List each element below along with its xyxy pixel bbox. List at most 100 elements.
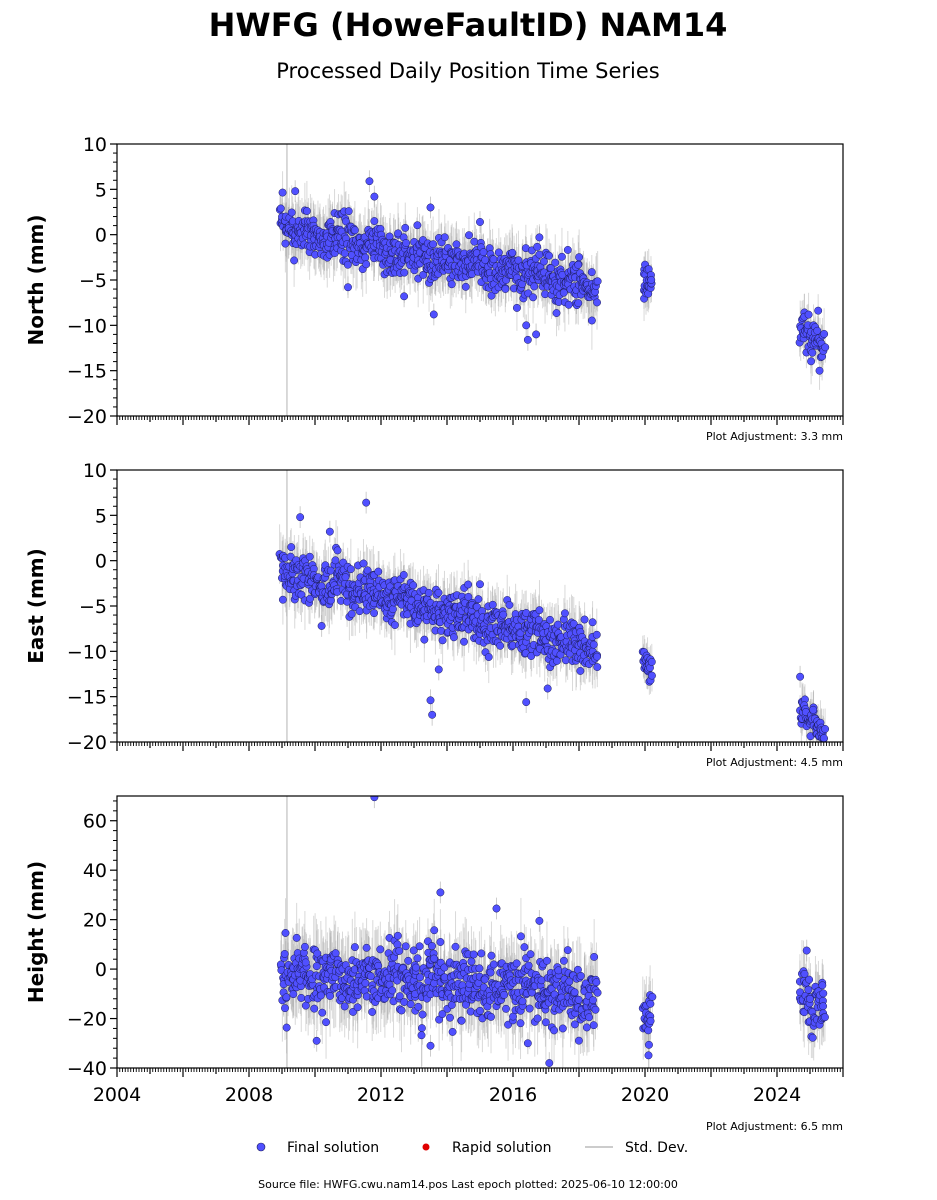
north-point-0-616 [546, 264, 555, 273]
north-point-0-719 [593, 277, 602, 286]
height-point-0-174 [353, 1003, 362, 1012]
height-point-0-126 [331, 949, 340, 958]
north-point-0-705 [587, 316, 596, 325]
north-ytick-label-6: 10 [83, 134, 107, 156]
north-point-0-196 [362, 260, 371, 269]
north-outlier-6 [429, 310, 438, 319]
east-point-0-679 [576, 666, 585, 675]
east-ytick-label-3: −5 [79, 596, 107, 618]
north-outlier-1 [291, 187, 300, 196]
north-point-0-498 [494, 248, 503, 257]
east-point-0-483 [488, 600, 497, 609]
north-outlier-11 [535, 233, 544, 242]
east-point-0-367 [438, 636, 447, 645]
east-point-0-716 [592, 630, 601, 639]
east-point-0-392 [449, 633, 458, 642]
north-point-2-39 [814, 306, 823, 315]
north-point-0-651 [563, 245, 572, 254]
north-point-0-512 [501, 285, 510, 293]
north-point-0-348 [429, 240, 438, 249]
height-point-0-102 [322, 1018, 330, 1027]
east-point-0-644 [561, 609, 569, 618]
north-point-0-590 [535, 250, 544, 259]
height-point-0-146 [340, 1002, 349, 1011]
height-point-0-205 [366, 972, 375, 981]
height-stddev-bars [280, 796, 826, 1068]
height-point-0-13 [281, 929, 290, 937]
north-point-0-31 [290, 256, 299, 265]
height-point-0-271 [395, 946, 404, 955]
east-point-0-130 [333, 546, 342, 555]
east-point-0-181 [355, 607, 364, 616]
east-panel: −20 −15 −10 −5 0 5 10 East (mm) Plot Adjustment:… [24, 460, 844, 769]
east-point-0-281 [399, 570, 408, 579]
east-point-0-126 [331, 556, 340, 565]
east-point-0-415 [460, 637, 468, 646]
north-outlier-10 [476, 218, 484, 226]
north-point-0-1 [276, 204, 285, 213]
east-point-0-718 [593, 663, 602, 671]
east-outlier-7 [543, 684, 552, 693]
north-point-2-37 [813, 326, 822, 335]
east-point-0-339 [424, 588, 433, 597]
height-point-0-86 [313, 949, 322, 958]
height-point-0-77 [310, 1004, 319, 1013]
north-ylabel: North (mm) [24, 214, 48, 345]
north-point-0-707 [587, 268, 596, 277]
north-point-0-283 [401, 223, 410, 232]
east-outlier-3 [426, 696, 435, 705]
north-point-2-26 [807, 357, 816, 366]
north-point-0-426 [465, 231, 473, 240]
east-point-1-24 [647, 657, 656, 666]
north-point-1-24 [647, 276, 656, 284]
east-point-0-114 [326, 596, 335, 605]
east-point-0-587 [535, 606, 544, 615]
north-point-0-194 [361, 253, 370, 262]
north-point-0-645 [559, 288, 568, 297]
east-point-2-54 [819, 734, 828, 742]
east-ytick-label-0: −20 [67, 732, 107, 754]
east-point-0-475 [484, 653, 493, 661]
north-point-0-718 [593, 298, 601, 307]
east-point-0-520 [505, 601, 514, 609]
north-point-0-422 [461, 282, 470, 291]
height-point-0-16 [282, 1023, 291, 1032]
north-outlier-8 [523, 335, 532, 344]
height-point-0-56 [301, 1001, 310, 1010]
height-point-0-302 [409, 946, 418, 955]
east-outlier-2 [325, 527, 334, 536]
north-plot-adjustment: Plot Adjustment: 3.3 mm [706, 430, 843, 443]
east-point-0-8 [278, 595, 287, 604]
north-point-2-55 [821, 343, 830, 352]
east-point-0-425 [464, 580, 473, 589]
north-point-2-54 [820, 329, 829, 338]
north-point-0-481 [487, 291, 496, 300]
height-point-0-15 [282, 993, 291, 1002]
east-ytick-label-4: 0 [95, 551, 107, 573]
height-point-0-193 [361, 979, 370, 988]
east-point-0-611 [546, 615, 554, 624]
east-plot-adjustment: Plot Adjustment: 4.5 mm [706, 756, 843, 769]
east-point-0-357 [434, 588, 443, 597]
north-point-0-325 [419, 270, 428, 279]
north-outlier-7 [522, 321, 531, 330]
east-point-0-222 [374, 567, 383, 576]
north-point-0-10 [281, 239, 290, 248]
east-point-0-24 [286, 552, 295, 561]
east-point-0-326 [420, 635, 429, 644]
north-outlier-3 [426, 203, 435, 212]
height-point-0-57 [300, 942, 309, 951]
north-outlier-0 [365, 177, 374, 186]
north-point-0-267 [394, 229, 402, 238]
height-point-0-280 [400, 998, 409, 1006]
north-point-0-541 [514, 256, 523, 265]
north-point-0-7 [278, 188, 287, 197]
north-points [275, 177, 830, 375]
north-point-0-170 [350, 226, 359, 235]
north-point-0-390 [447, 280, 456, 289]
height-point-0-268 [393, 931, 402, 940]
height-point-0-210 [368, 1008, 377, 1016]
north-point-0-598 [540, 257, 548, 266]
north-point-0-678 [574, 260, 583, 269]
east-point-0-427 [464, 592, 473, 601]
